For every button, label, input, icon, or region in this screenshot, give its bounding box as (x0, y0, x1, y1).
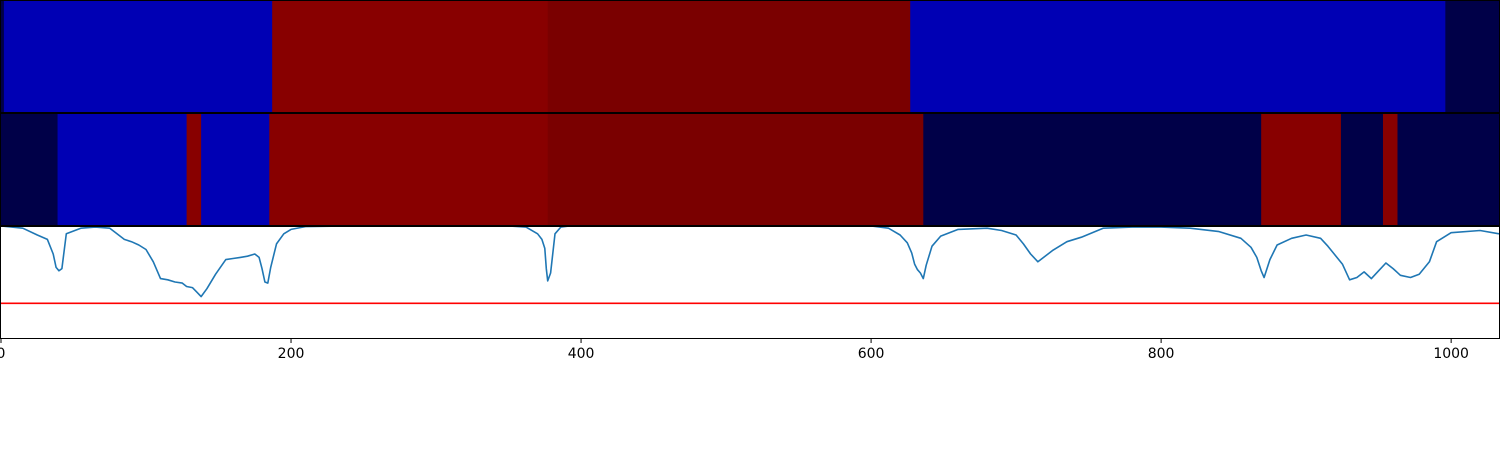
x-tick-label: 400 (568, 346, 595, 362)
heatmap-segment (1, 113, 59, 225)
x-tick-label: 200 (278, 346, 305, 362)
heatmap-segment (1382, 113, 1398, 225)
heatmap-segment (201, 113, 270, 225)
heatmap-segment (57, 113, 188, 225)
line-panel (0, 225, 1500, 338)
heatmap-segment (272, 0, 549, 112)
heatmap-segment (547, 0, 911, 112)
x-tick-label: 1000 (1433, 346, 1469, 362)
heatmap-segment (1445, 0, 1500, 112)
x-axis: 0 200 400 600 800 1000 (0, 338, 1469, 362)
heatmap-bottom (1, 113, 1500, 225)
x-tick-label: 0 (0, 346, 5, 362)
heatmap-segment (1340, 113, 1384, 225)
heatmap-top (1, 0, 1500, 112)
line-plot-background (1, 226, 1499, 338)
x-tick-label: 600 (858, 346, 885, 362)
heatmap-segment (186, 113, 202, 225)
heatmap-segment (1, 0, 5, 112)
heatmap-segment (923, 113, 1262, 225)
heatmap-segment (1261, 113, 1342, 225)
heatmap-segment (3, 0, 273, 112)
x-tick-label: 800 (1148, 346, 1175, 362)
heatmap-segment (1397, 113, 1500, 225)
heatmap-segment (910, 0, 1446, 112)
heatmap-segment (269, 113, 549, 225)
heatmap-segment (547, 113, 924, 225)
